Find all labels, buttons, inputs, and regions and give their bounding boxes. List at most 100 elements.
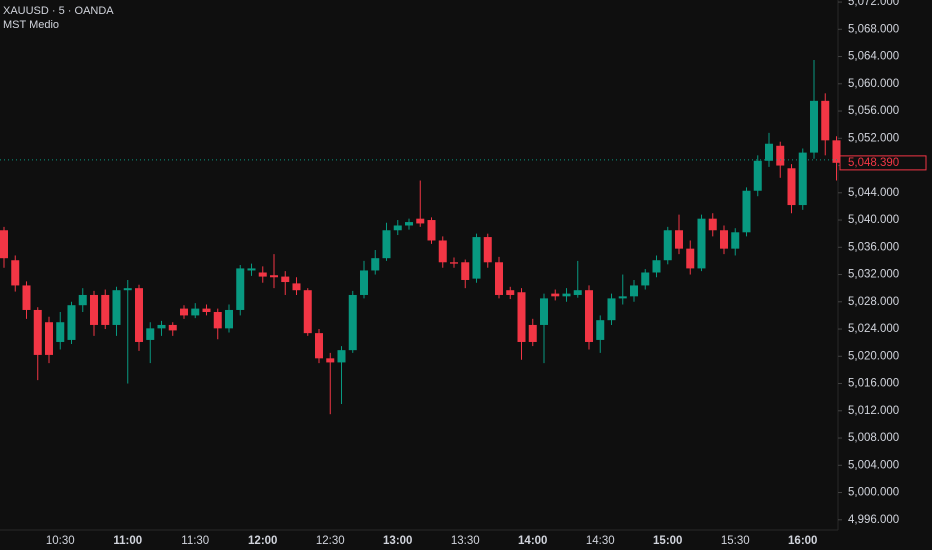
candle-body (607, 298, 616, 321)
candle-body (22, 285, 31, 310)
candle-body (742, 190, 751, 233)
candle-body (90, 294, 98, 325)
candle-body (652, 260, 661, 273)
y-tick-label: 5,036.000 (848, 241, 899, 253)
candle-body (33, 309, 42, 355)
candle-body (618, 296, 627, 299)
candle-body (472, 237, 481, 279)
y-tick-label: 5,008.000 (848, 432, 899, 444)
chart-title: XAUUSD · 5 · OANDA (3, 5, 114, 17)
candle-body (56, 322, 65, 342)
y-tick-label: 5,004.000 (848, 459, 899, 471)
candle-body (292, 283, 301, 291)
candle-body (697, 218, 706, 269)
y-tick-label: 5,016.000 (848, 378, 899, 390)
candle-body (731, 232, 740, 249)
candle-body (686, 248, 695, 269)
candle-body (540, 298, 548, 325)
indicator-name: MST Medio (3, 19, 59, 31)
candle-body (303, 290, 312, 334)
candle-body (258, 272, 267, 277)
candle-body (675, 230, 683, 249)
candle-body (450, 262, 458, 264)
y-tick-label: 5,060.000 (848, 78, 899, 90)
candle-body (517, 292, 526, 342)
x-tick-label: 11:00 (113, 535, 142, 547)
candle-body (168, 324, 177, 331)
y-tick-label: 5,068.000 (848, 23, 899, 35)
y-tick-label: 5,020.000 (848, 350, 899, 362)
candle-body (562, 293, 571, 297)
candle-body (247, 268, 256, 271)
candle-body (641, 272, 650, 286)
candle-body (438, 240, 447, 263)
y-tick-label: 5,064.000 (848, 51, 899, 63)
candle-body (427, 220, 436, 241)
last-price-label: 5,048.390 (848, 157, 899, 169)
x-tick-label: 10:30 (46, 535, 75, 547)
y-tick-label: 5,052.000 (848, 132, 899, 144)
candle-body (776, 145, 785, 166)
y-tick-label: 5,028.000 (848, 296, 899, 308)
candle-body (326, 358, 335, 363)
candle-body (765, 143, 773, 161)
candle-body (798, 152, 807, 206)
candle-body (596, 320, 605, 340)
candle-body (720, 230, 728, 249)
x-tick-label: 15:00 (653, 535, 682, 547)
x-tick-label: 16:00 (788, 535, 817, 547)
candle-body (11, 260, 20, 286)
candle-body (337, 350, 346, 363)
x-tick-label: 13:00 (383, 535, 412, 547)
candle-body (573, 290, 582, 295)
candle-body (112, 290, 121, 325)
last-price-box (839, 155, 927, 171)
y-tick-label: 5,032.000 (848, 269, 899, 281)
x-tick-label: 12:30 (316, 535, 345, 547)
y-tick-label: 5,000.000 (848, 487, 899, 499)
candle-body (461, 262, 470, 280)
candle-body (810, 100, 818, 153)
candle-body (495, 262, 503, 295)
candle-body (236, 268, 245, 310)
y-tick-label: 5,044.000 (848, 187, 899, 199)
y-tick-label: 5,056.000 (848, 105, 899, 117)
candle-body (157, 324, 166, 329)
candle-body (585, 290, 593, 342)
candle-body (483, 237, 492, 263)
candle-body (393, 225, 402, 231)
candle-body (135, 288, 143, 342)
y-tick-label: 5,072.000 (848, 0, 899, 8)
candle-body (123, 288, 132, 291)
candle-body (191, 308, 200, 316)
candle-body (371, 258, 380, 271)
x-tick-label: 14:00 (518, 535, 547, 547)
candle-body (101, 294, 110, 325)
candle-body (0, 230, 8, 259)
candle-body (551, 293, 560, 297)
candle-body (382, 230, 391, 259)
candle-body (630, 285, 638, 297)
candle-body (67, 305, 76, 340)
candle-body (78, 294, 87, 306)
candle-body (180, 308, 188, 316)
candle-body (45, 322, 53, 355)
candle-body (821, 100, 830, 141)
candle-body (225, 309, 233, 329)
candle-body (528, 324, 537, 342)
candle-body (315, 333, 323, 359)
candle-body (348, 294, 357, 351)
candle-body (787, 168, 796, 206)
candle-body (213, 312, 222, 329)
candle-body (832, 140, 841, 163)
candle-body (360, 270, 368, 295)
candle-body (146, 328, 155, 340)
candle-body (202, 308, 211, 313)
x-tick-label: 11:30 (181, 535, 209, 547)
x-tick-label: 12:00 (248, 535, 277, 547)
candle-body (416, 218, 425, 224)
candle-body (270, 275, 278, 278)
x-tick-label: 14:30 (586, 535, 615, 547)
